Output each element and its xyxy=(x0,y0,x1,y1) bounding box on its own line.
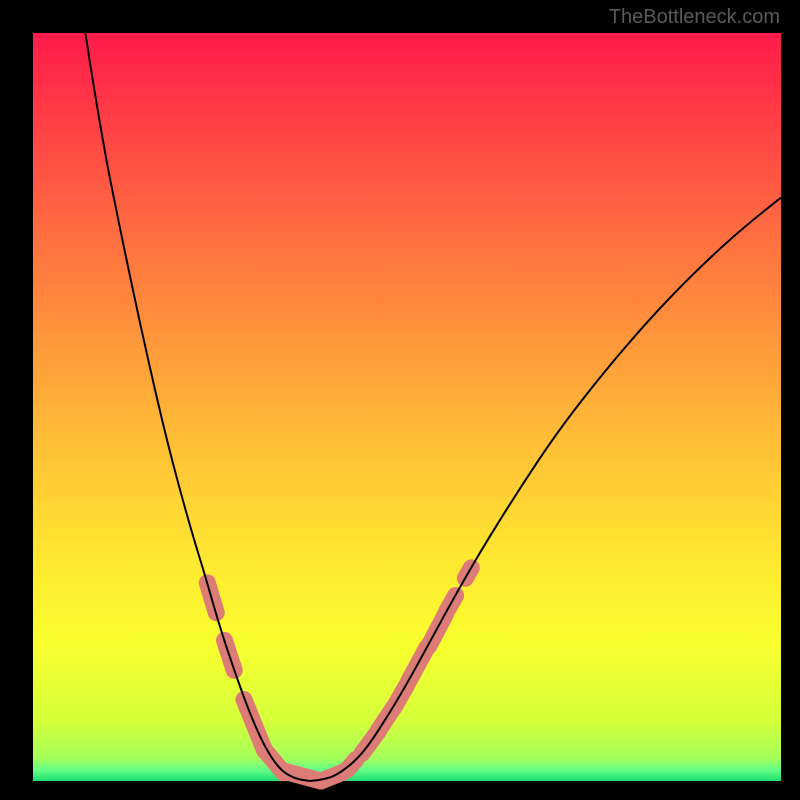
watermark-text: TheBottleneck.com xyxy=(609,6,780,29)
chart-background xyxy=(33,33,781,781)
